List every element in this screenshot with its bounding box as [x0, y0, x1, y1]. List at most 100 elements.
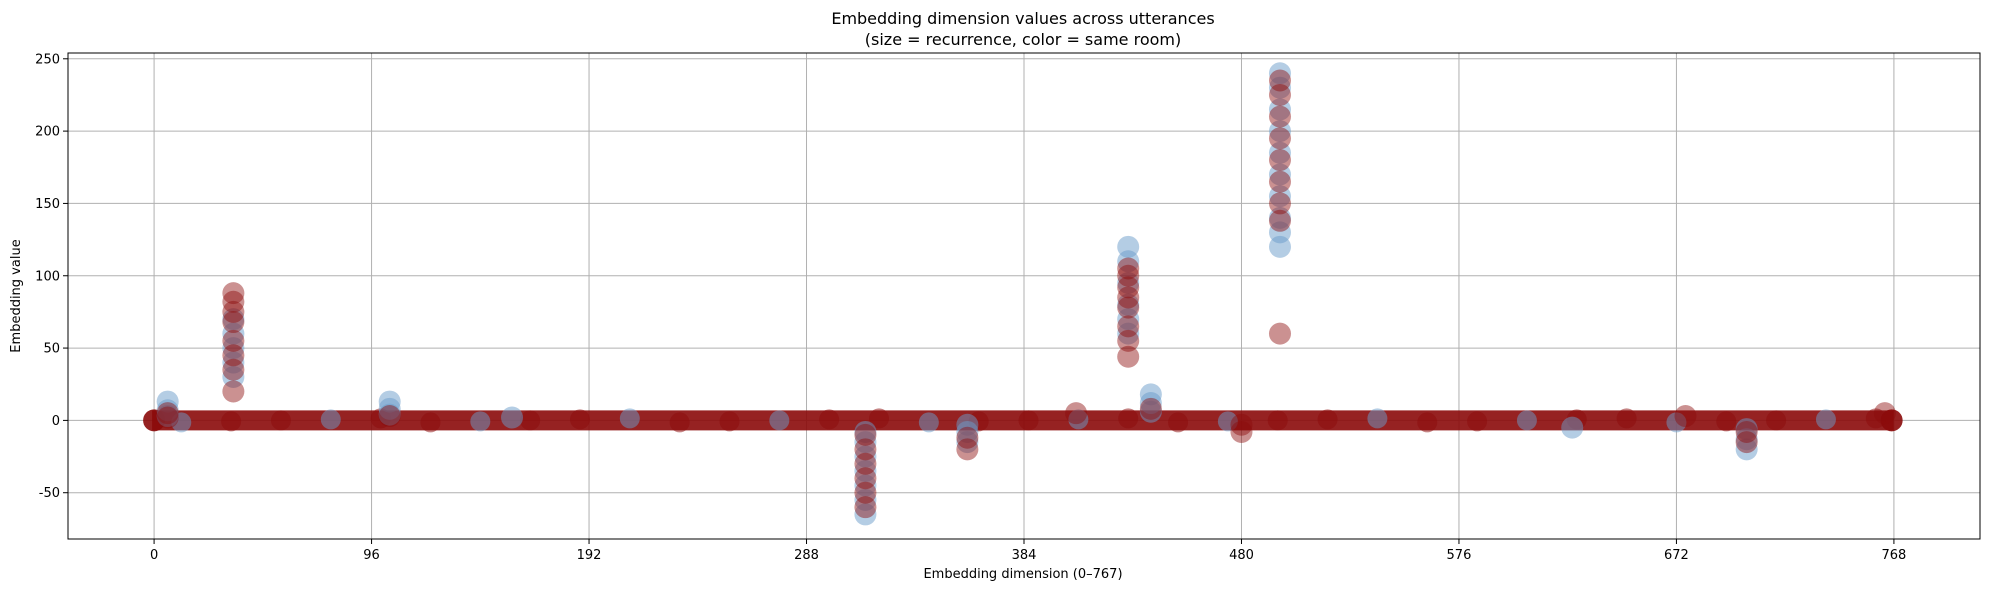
x-tick-label: 480: [1229, 548, 1254, 563]
scatter-point: [222, 329, 245, 352]
scatter-point: [1139, 400, 1162, 423]
baseline-point: [1865, 408, 1886, 429]
scatter-point: [222, 290, 245, 313]
scatter-point: [1268, 69, 1291, 92]
chart-title: Embedding dimension values across uttera…: [831, 9, 1214, 28]
scatter-point: [1268, 209, 1291, 232]
baseline-point: [1666, 412, 1687, 433]
scatter-point: [1268, 105, 1291, 128]
scatter-point: [854, 438, 877, 461]
scatter-point: [1117, 257, 1140, 280]
scatter-point: [1268, 76, 1291, 99]
scatter-point: [1674, 405, 1697, 428]
scatter-point: [1230, 420, 1253, 443]
scatter-point: [222, 300, 245, 323]
y-tick-label: 0: [52, 414, 60, 429]
scatter-point: [1268, 149, 1291, 172]
scatter-point: [1117, 286, 1140, 309]
scatter-point: [956, 413, 979, 436]
scatter-point: [1117, 315, 1140, 338]
scatter-point: [156, 402, 179, 425]
scatter-point: [1117, 345, 1140, 368]
scatter-point: [1117, 250, 1140, 273]
chart-subtitle: (size = recurrence, color = same room): [865, 30, 1181, 49]
x-tick-label: 768: [1882, 548, 1907, 563]
scatter-point: [378, 405, 401, 428]
x-axis-label: Embedding dimension (0–767): [923, 567, 1122, 582]
y-tick-label: 150: [35, 197, 60, 212]
scatter-point: [854, 452, 877, 475]
baseline-point: [470, 411, 491, 432]
baseline-point: [1815, 409, 1836, 430]
x-tick-label: 384: [1012, 548, 1037, 563]
y-tick-label: 50: [43, 342, 60, 357]
baseline-point: [1217, 411, 1238, 432]
scatter-point: [1268, 235, 1291, 258]
data-points: [156, 62, 1896, 526]
scatter-point: [1117, 322, 1140, 345]
baseline-point: [569, 409, 590, 430]
x-tick-label: 576: [1447, 548, 1472, 563]
scatter-point: [1117, 296, 1140, 319]
scatter-point: [956, 426, 979, 449]
scatter-point: [1268, 98, 1291, 121]
baseline-point: [769, 410, 790, 431]
scatter-point: [1561, 416, 1584, 439]
scatter-point: [156, 406, 179, 429]
scatter-point: [1117, 264, 1140, 287]
scatter-point: [854, 467, 877, 490]
scatter-point: [222, 282, 245, 305]
scatter-point: [1268, 141, 1291, 164]
scatter-point: [1117, 329, 1140, 352]
scatter-point: [1117, 271, 1140, 294]
scatter-point: [1268, 192, 1291, 215]
scatter-point: [222, 366, 245, 388]
scatter-point: [501, 406, 524, 429]
baseline-point: [719, 411, 740, 432]
scatter-point: [1873, 402, 1896, 425]
y-tick-label: 200: [35, 125, 60, 140]
baseline-point: [1467, 411, 1488, 432]
scatter-point: [1735, 418, 1758, 441]
grid-lines: [68, 53, 1980, 539]
baseline-point: [320, 409, 341, 430]
baseline-point: [669, 412, 690, 433]
baseline-point: [1018, 410, 1039, 431]
scatter-point: [1268, 170, 1291, 193]
baseline-point: [819, 409, 840, 430]
baseline-point: [869, 408, 890, 429]
scatter-point: [1268, 120, 1291, 143]
scatter-point: [1268, 163, 1291, 186]
baseline-point: [1168, 412, 1189, 433]
y-tick-label: 250: [35, 52, 60, 67]
baseline-point: [1716, 411, 1737, 432]
x-axis-ticks: 0 96 192 288 384 480 576 672 768: [150, 539, 1906, 563]
baseline-end-point: [1880, 409, 1903, 432]
scatter-point: [1268, 185, 1291, 208]
y-tick-label: -50: [39, 486, 60, 501]
scatter-point: [1268, 322, 1291, 345]
baseline-point: [221, 411, 242, 432]
baseline-point: [1417, 412, 1438, 433]
baseline-point: [1367, 408, 1388, 429]
baseline-point: [619, 408, 640, 429]
baseline-band: [143, 408, 1903, 433]
scatter-point: [1268, 127, 1291, 150]
x-tick-label: 672: [1664, 548, 1689, 563]
y-tick-label: 100: [35, 269, 60, 284]
scatter-point: [854, 420, 877, 443]
y-axis-label: Embedding value: [9, 239, 24, 352]
baseline-point: [1317, 409, 1338, 430]
baseline-point: [1068, 409, 1089, 430]
baseline-point: [520, 410, 541, 431]
x-tick-label: 288: [794, 548, 819, 563]
scatter-point: [1139, 397, 1162, 420]
baseline-point: [1118, 408, 1139, 429]
scatter-point: [222, 311, 245, 334]
scatter-point: [854, 423, 877, 446]
scatter-point: [1065, 402, 1088, 425]
scatter-point: [156, 405, 179, 428]
baseline-point: [1267, 410, 1288, 431]
y-axis-ticks: -50 0 50 100 150 200 250: [35, 52, 68, 501]
